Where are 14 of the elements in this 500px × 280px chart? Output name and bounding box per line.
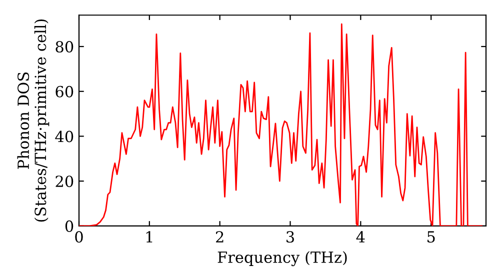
y-axis-title: Phonon DOS (States/THz·primitive cell) [17, 20, 50, 222]
x-tick-label: 4 [356, 231, 365, 242]
x-tick-label: 1 [146, 231, 152, 242]
x-tick-label: 5 [428, 231, 435, 243]
y-tick-label: 40 [55, 130, 74, 142]
y-tick-label: 80 [56, 40, 74, 53]
x-tick-label: 0 [75, 231, 83, 243]
line-series [79, 23, 482, 226]
x-axis-title: Frequency (THz) [218, 251, 347, 266]
y-tick-label: 60 [56, 86, 74, 98]
x-tick-label: 2 [216, 231, 224, 242]
x-tick-label: 3 [286, 231, 294, 243]
y-tick-label: 0 [65, 220, 74, 232]
y-tick-label: 20 [56, 176, 74, 188]
